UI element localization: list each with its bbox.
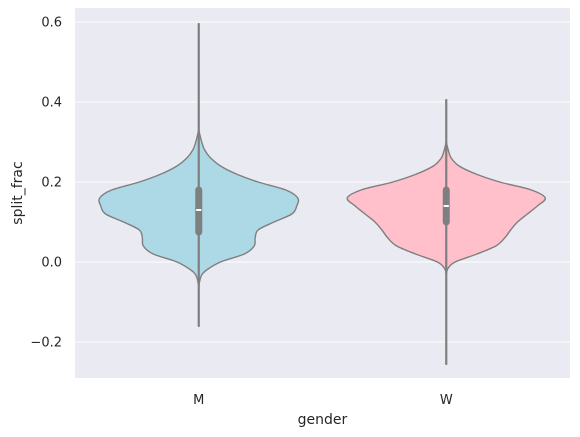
x-axis-label: gender (298, 412, 348, 428)
y-axis-label: split_frac (10, 161, 26, 224)
y-tick-label: −0.2 (30, 336, 62, 351)
violin-w (346, 98, 547, 366)
y-tick-label: 0.4 (41, 96, 62, 111)
violins (98, 22, 547, 366)
x-tick-label-w: W (440, 393, 453, 408)
y-tick-label: 0.0 (41, 256, 62, 271)
y-tick-label: 0.6 (41, 16, 62, 31)
y-tick-labels: −0.2 0.0 0.2 0.4 0.6 (30, 16, 62, 351)
y-tick-label: 0.2 (41, 176, 62, 191)
violin-m (98, 22, 300, 328)
x-tick-label-m: M (193, 393, 204, 408)
